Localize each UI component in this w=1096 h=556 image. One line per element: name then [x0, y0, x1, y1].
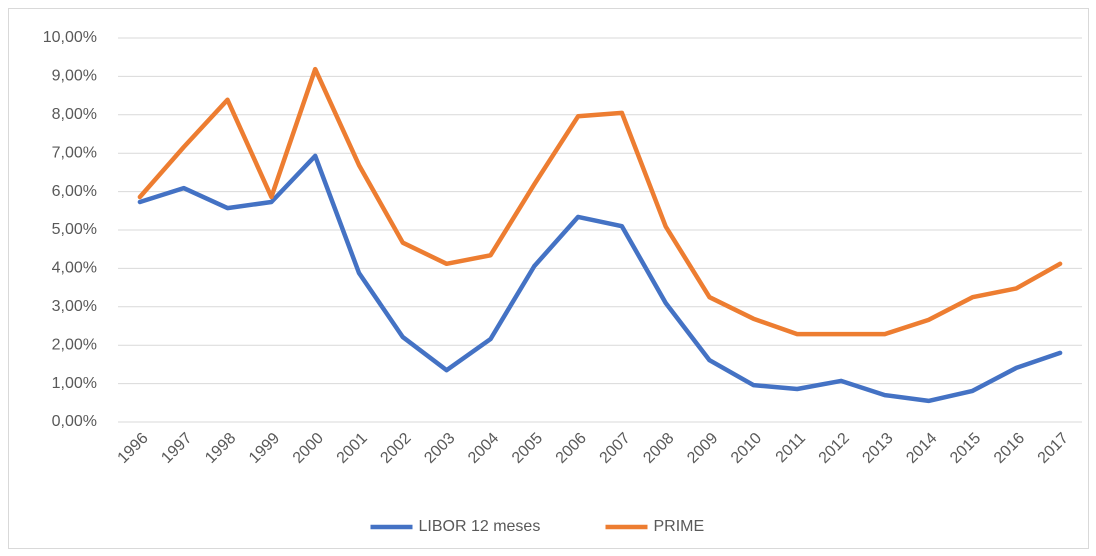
- y-tick-label: 3,00%: [52, 298, 97, 315]
- y-tick-label: 7,00%: [52, 144, 97, 161]
- y-tick-label: 2,00%: [52, 336, 97, 353]
- line-series: [137, 66, 1063, 337]
- y-tick-label: 0,00%: [52, 413, 97, 430]
- y-tick-label: 9,00%: [52, 68, 97, 85]
- chart-border: [8, 8, 1089, 549]
- y-tick-label: 8,00%: [52, 106, 97, 123]
- y-tick-label: 4,00%: [52, 260, 97, 277]
- line-series: [137, 153, 1063, 404]
- legend-label: LIBOR 12 meses: [419, 518, 541, 535]
- legend-label: PRIME: [654, 518, 705, 535]
- y-tick-label: 10,00%: [43, 29, 97, 46]
- y-tick-label: 6,00%: [52, 183, 97, 200]
- y-tick-label: 5,00%: [52, 221, 97, 238]
- y-tick-label: 1,00%: [52, 375, 97, 392]
